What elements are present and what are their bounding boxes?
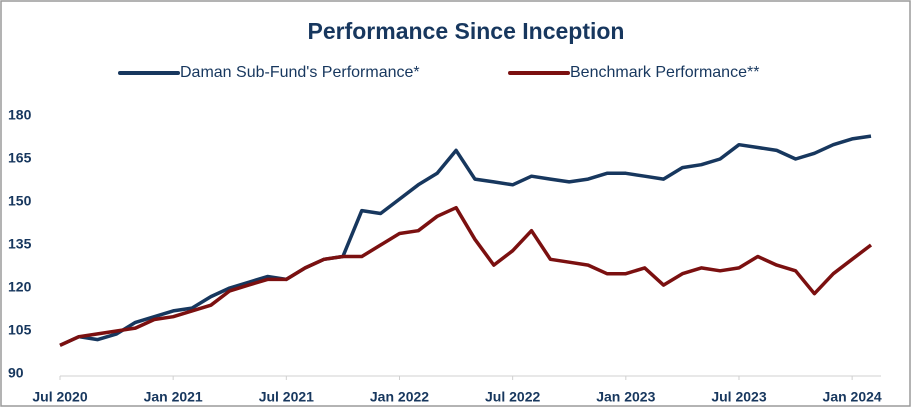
legend-label: Benchmark Performance**: [570, 64, 759, 81]
y-tick-label: 90: [8, 365, 24, 381]
y-tick-label: 105: [8, 322, 32, 338]
y-tick-label: 180: [8, 107, 32, 123]
y-tick-label: 120: [8, 279, 32, 295]
x-tick-label: Jan 2022: [370, 389, 429, 405]
x-tick-label: Jan 2024: [823, 389, 882, 405]
x-tick-label: Jul 2020: [32, 389, 87, 405]
chart-title: Performance Since Inception: [308, 18, 625, 44]
legend-label: Daman Sub-Fund's Performance*: [180, 64, 420, 81]
y-tick-label: 135: [8, 236, 32, 252]
series-line: [59, 134, 872, 347]
series-line: [59, 205, 873, 347]
x-tick-label: Jan 2023: [596, 389, 655, 405]
x-tick-label: Jul 2022: [485, 389, 540, 405]
x-tick-label: Jan 2021: [144, 389, 203, 405]
x-tick-label: Jul 2023: [711, 389, 766, 405]
y-tick-label: 165: [8, 150, 32, 166]
y-tick-label: 150: [8, 193, 32, 209]
x-tick-label: Jul 2021: [259, 389, 314, 405]
